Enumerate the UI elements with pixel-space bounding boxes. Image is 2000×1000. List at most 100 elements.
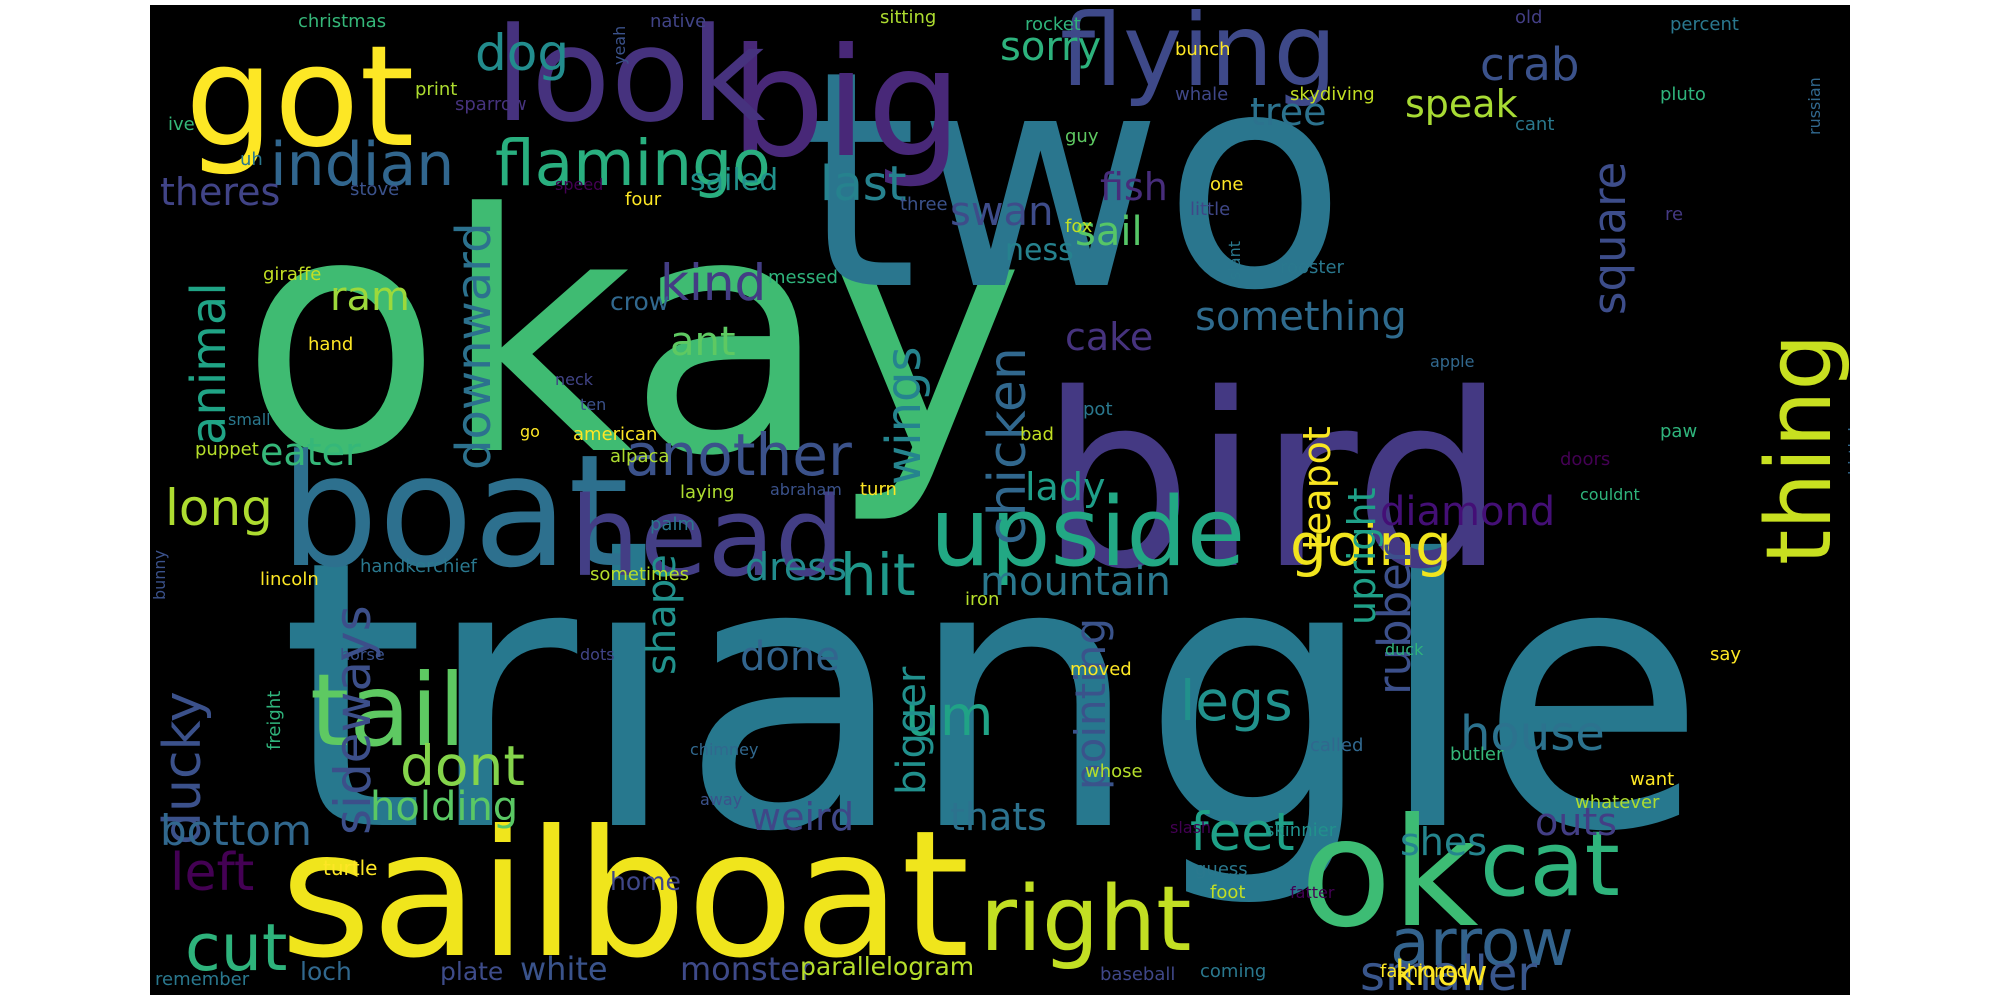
word-okay: okay <box>240 144 1025 528</box>
word-messed: messed <box>768 267 838 288</box>
word-triangle: triangle <box>280 483 1707 913</box>
word-smaller: smaller <box>1360 946 1537 995</box>
word-fish: fish <box>1100 165 1168 209</box>
word-another: another <box>625 421 852 489</box>
word-ant: ant <box>670 319 736 365</box>
word-um: um <box>905 684 993 748</box>
word-apple: apple <box>1430 352 1474 371</box>
word-thing: thing <box>1747 333 1850 565</box>
word-whale: whale <box>1175 84 1228 105</box>
word-sailboat: sailboat <box>280 794 970 995</box>
word-home: home <box>610 867 681 896</box>
word-kind: kind <box>660 254 766 312</box>
word-sorry: sorry <box>1000 24 1101 70</box>
word-weird: weird <box>750 795 854 839</box>
word-ok: ok <box>1300 787 1479 961</box>
word-house: house <box>1460 706 1605 762</box>
word-native: native <box>650 11 706 32</box>
word-say: say <box>1710 644 1741 665</box>
word-arrow: arrow <box>1390 906 1574 981</box>
word-rubber: rubber <box>1368 544 1421 695</box>
word-christmas: christmas <box>298 11 386 32</box>
word-hand: hand <box>308 334 353 355</box>
word-holding: holding <box>370 784 518 830</box>
word-ram: ram <box>330 274 410 320</box>
word-sometimes: sometimes <box>590 564 689 585</box>
word-mountain: mountain <box>980 559 1171 605</box>
word-thats: thats <box>950 795 1047 839</box>
word-bigger: bigger <box>889 666 935 795</box>
word-three: three <box>900 194 948 215</box>
word-little: little <box>1190 199 1230 220</box>
word-swan: swan <box>950 189 1053 235</box>
word-something: something <box>1195 294 1407 340</box>
word-guy: guy <box>1065 126 1099 147</box>
word-go: go <box>520 422 540 441</box>
word-ten: ten <box>580 395 606 414</box>
word-turtle: turtle <box>323 856 377 880</box>
word-bottom: bottom <box>160 806 312 855</box>
word-dont: dont <box>400 734 525 798</box>
word-laying: laying <box>680 482 735 503</box>
word-duck: duck <box>1385 640 1424 659</box>
word-outs: outs <box>1535 800 1617 844</box>
word-ducky: ducky <box>153 691 213 845</box>
word-fox: fox <box>1065 216 1093 237</box>
word-turn: turn <box>860 479 897 500</box>
word-one: one <box>1210 174 1244 195</box>
word-upside: upside <box>930 478 1245 588</box>
word-white: white <box>520 950 608 988</box>
word-theres: theres <box>160 170 280 214</box>
word-away: away <box>700 790 742 809</box>
word-stove: stove <box>350 179 399 200</box>
word-cut: cut <box>185 911 287 986</box>
word-freight: freight <box>264 691 285 750</box>
word-bad: bad <box>1020 424 1054 445</box>
word-hit: hit <box>840 541 916 609</box>
word-bunch: bunch <box>1175 39 1231 60</box>
word-skinnier: skinnier <box>1265 820 1337 841</box>
word-upright: upright <box>1340 488 1384 626</box>
word-chicken: chicken <box>978 347 1038 545</box>
word-parallelogram: parallelogram <box>800 952 974 981</box>
word-couldnt: couldnt <box>1580 485 1640 504</box>
word-yeah: yeah <box>610 26 629 65</box>
word-moved: moved <box>1070 659 1132 680</box>
word-dress: dress <box>745 545 847 589</box>
word-sideways: sideways <box>324 605 382 835</box>
word-indian: indian <box>270 130 454 200</box>
word-cant: cant <box>1515 114 1554 135</box>
word-percent: percent <box>1670 14 1739 35</box>
word-print: print <box>415 79 457 100</box>
word-left: left <box>170 843 254 903</box>
word-old: old <box>1515 7 1542 28</box>
word-birthday: birthday <box>1845 408 1850 475</box>
word-guess: guess <box>1195 859 1248 880</box>
word-four: four <box>625 189 662 210</box>
word-shape: shape <box>639 554 685 675</box>
word-loch: loch <box>300 957 352 986</box>
word-lady: lady <box>1025 465 1105 509</box>
word-doors: doors <box>1560 449 1610 470</box>
word-palm: palm <box>650 514 695 535</box>
word-handkerchief: handkerchief <box>360 556 478 577</box>
word-iron: iron <box>965 589 999 610</box>
word-pointing: pointing <box>1066 618 1115 790</box>
word-long: long <box>165 479 273 537</box>
word-crow: crow <box>610 287 669 316</box>
word-pot: pot <box>1083 399 1113 420</box>
word-uh: uh <box>240 149 263 170</box>
word-fatter: fatter <box>1290 883 1335 902</box>
word-teapot: teapot <box>1295 426 1339 550</box>
word-done: done <box>740 634 840 680</box>
word-crab: crab <box>1480 38 1579 91</box>
word-chimney: chimney <box>690 740 758 759</box>
word-want: want <box>1630 769 1674 790</box>
word-sparrow: sparrow <box>455 94 527 115</box>
word-russian: russian <box>1805 77 1824 135</box>
word-puppet: puppet <box>195 439 259 460</box>
word-butler: butler <box>1450 744 1504 765</box>
word-cat: cat <box>1480 812 1620 917</box>
word-abraham: abraham <box>770 480 842 499</box>
